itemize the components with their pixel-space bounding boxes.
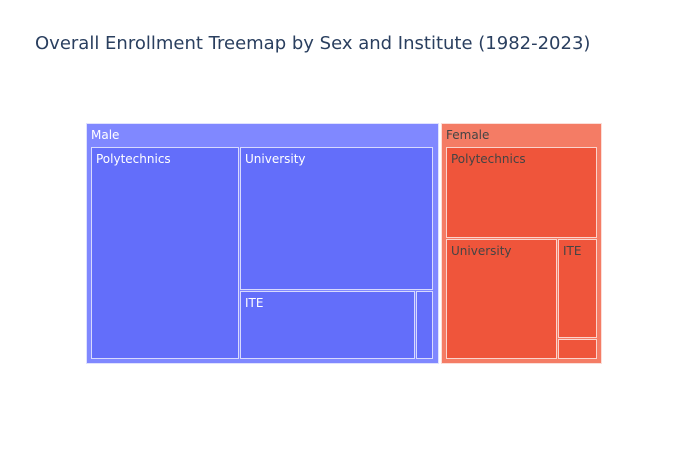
node-label: Polytechnics (96, 152, 171, 166)
treemap-node-female-small[interactable] (558, 339, 597, 359)
treemap-node-female-polytechnics[interactable]: Polytechnics (446, 147, 597, 238)
treemap-node-male-polytechnics[interactable]: Polytechnics (91, 147, 239, 359)
chart-title: Overall Enrollment Treemap by Sex and In… (35, 33, 591, 54)
node-label: ITE (245, 296, 264, 310)
node-label: Female (446, 128, 490, 142)
treemap-node-male-ite[interactable]: ITE (240, 291, 415, 359)
node-label: ITE (563, 244, 582, 258)
node-label: Polytechnics (451, 152, 526, 166)
treemap-node-female-university[interactable]: University (446, 239, 557, 359)
treemap-node-female-ite[interactable]: ITE (558, 239, 597, 338)
node-label: University (245, 152, 306, 166)
treemap-node-male-small[interactable] (416, 291, 433, 359)
treemap-node-male-university[interactable]: University (240, 147, 433, 290)
node-label: Male (91, 128, 120, 142)
node-label: University (451, 244, 512, 258)
